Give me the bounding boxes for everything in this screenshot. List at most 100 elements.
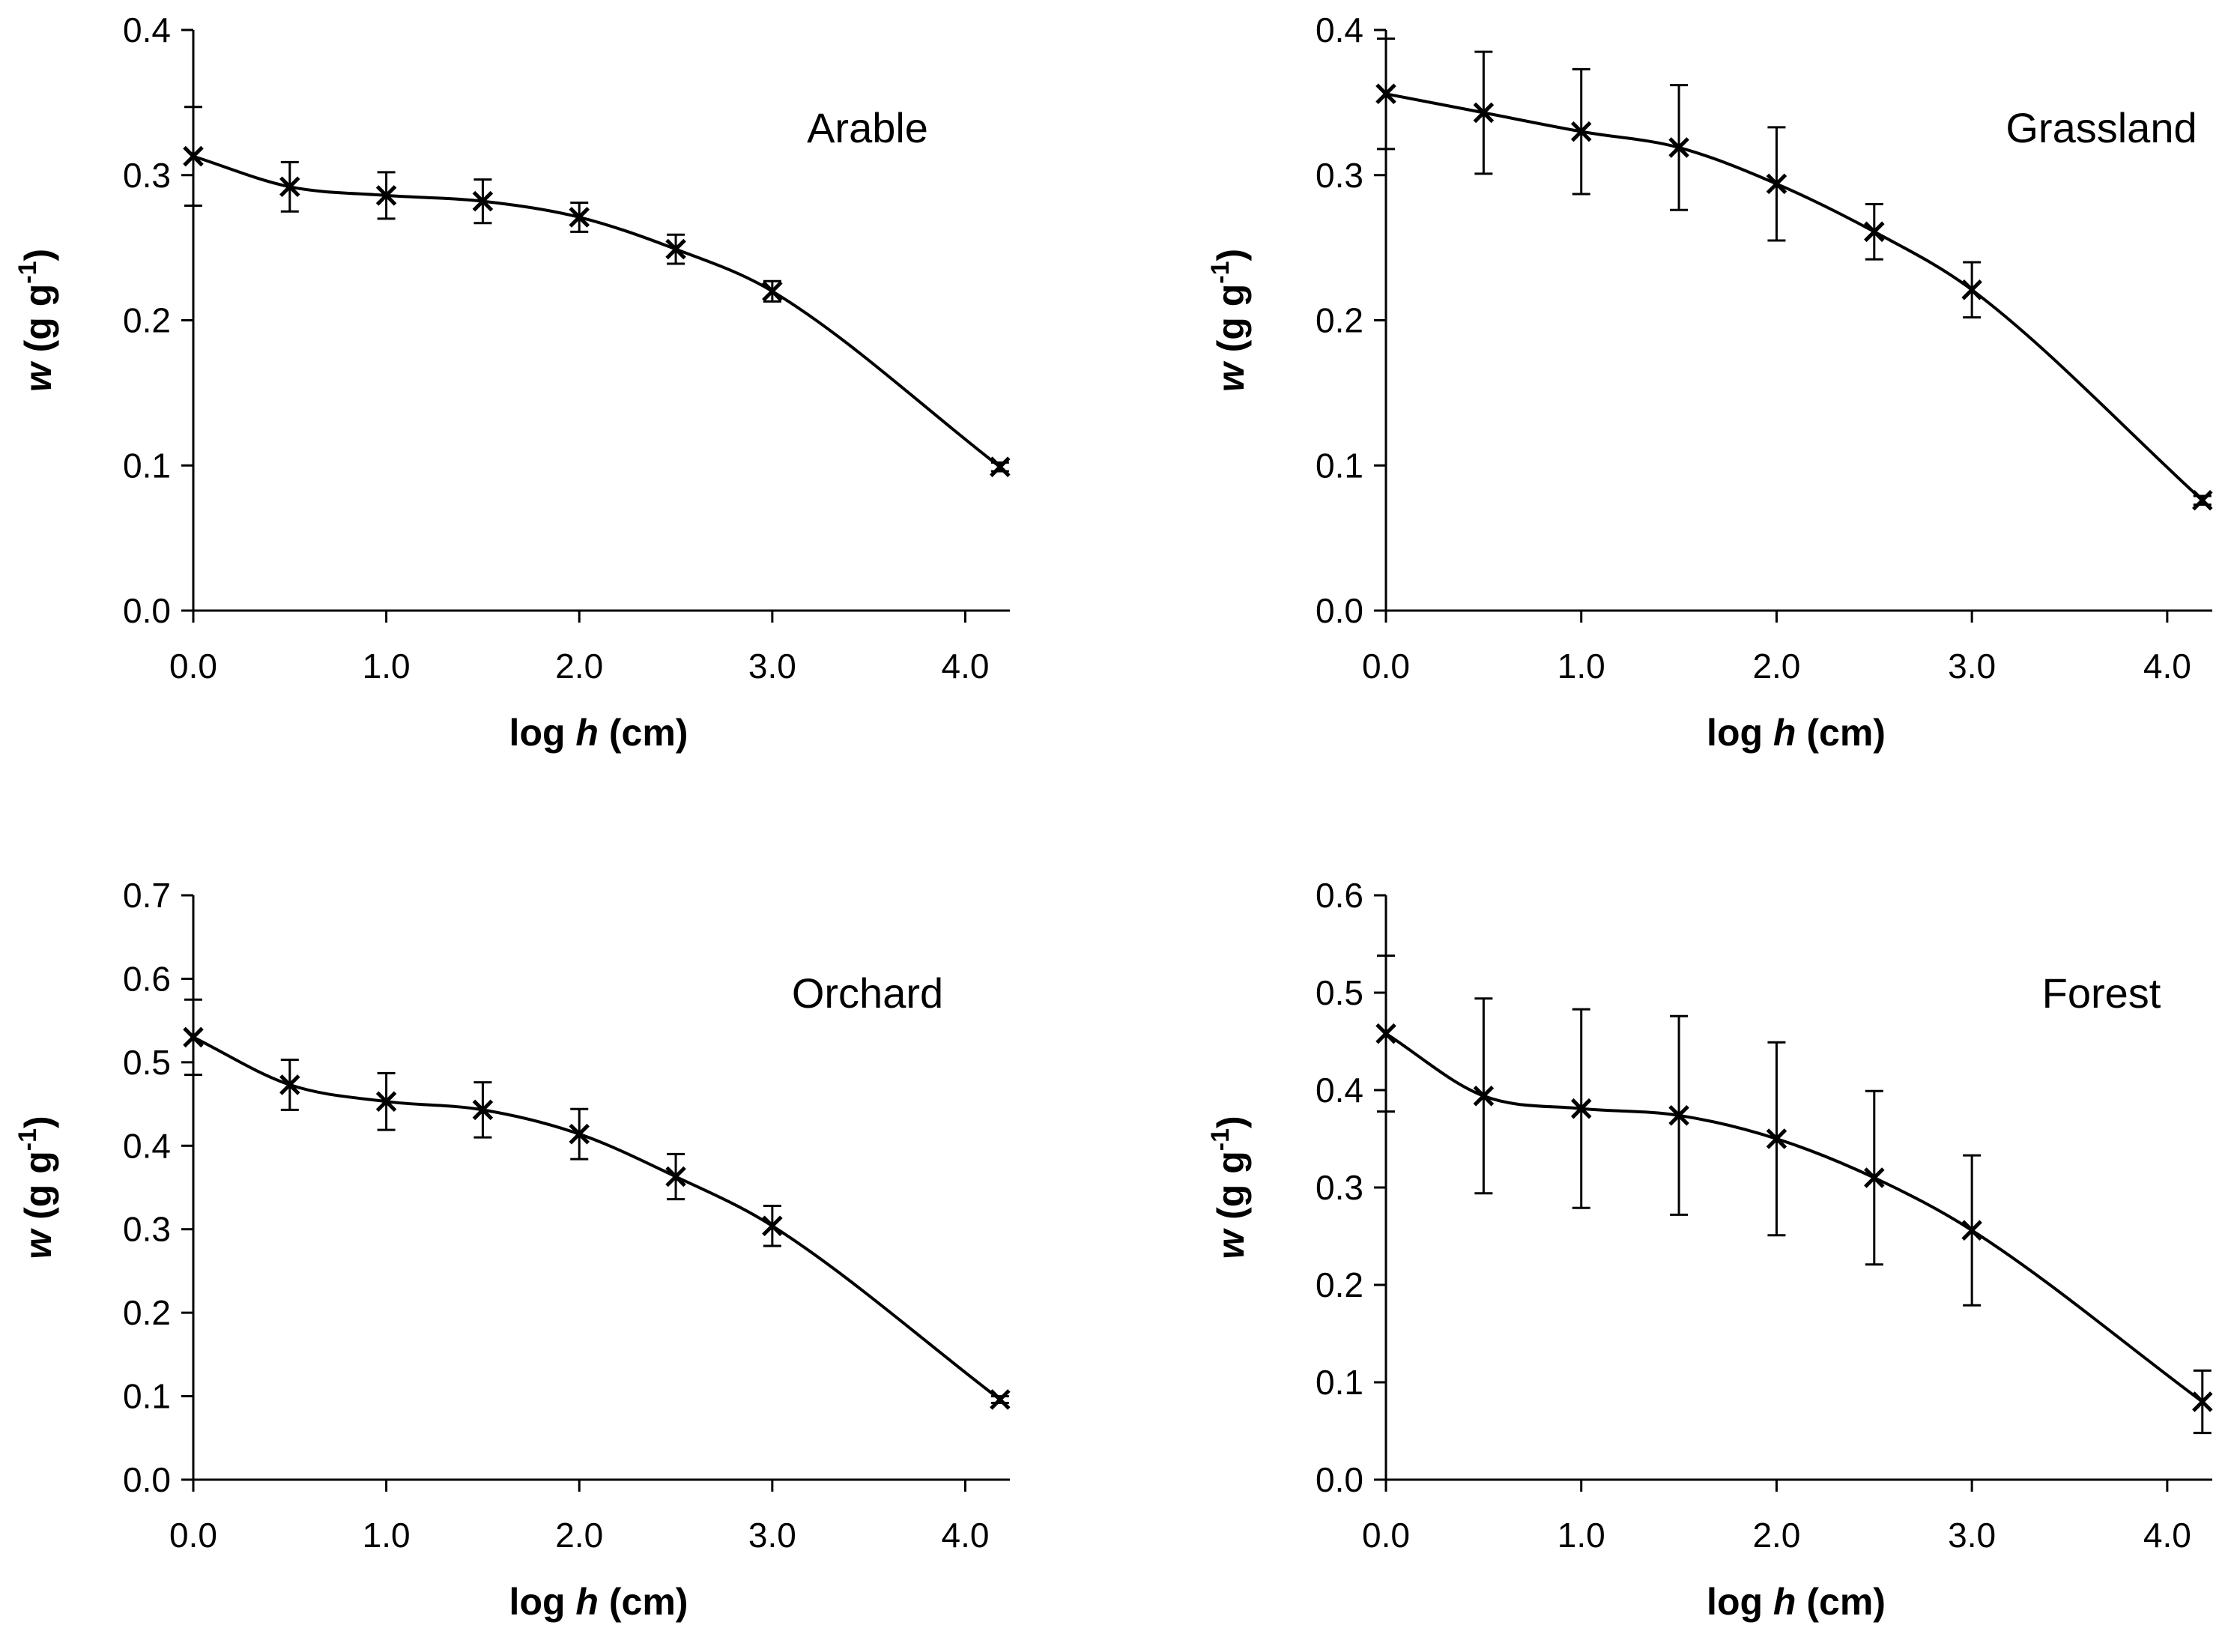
x-axis-title: log h (cm) [509,712,688,754]
data-point-stroke [762,280,783,302]
data-point-stroke [2192,489,2213,511]
data-point-stroke [279,1074,300,1095]
data-point [375,1091,397,1112]
panel-forest: 0.0 0.1 0.2 0.3 0.4 0.5 0.6 0.0 1.0 2.0 3.0 4.0 log … [1206,876,2213,1623]
data-point [665,238,686,260]
data-point-stroke [1961,279,1982,300]
x-tick-label: 1.0 [363,1516,411,1555]
x-axis-title: log h (cm) [1707,712,1886,754]
y-tick-label: 0.2 [123,301,171,340]
data-point [1766,173,1787,195]
data-point [665,1166,686,1187]
y-axis-title: w (g g-1) [1206,249,1252,392]
x-tick-label: 1.0 [1558,1516,1605,1555]
y-tick-label: 0.3 [123,156,171,195]
y-tick-label: 0.5 [123,1043,171,1082]
data-point [1766,1128,1787,1149]
x-tick-label: 1.0 [1558,647,1605,686]
y-tick-label: 0.2 [123,1293,171,1332]
y-tick-label: 0.4 [1316,10,1363,49]
y-tick-label: 0.5 [1316,973,1363,1012]
data-point [1570,121,1592,142]
x-tick-label: 1.0 [363,647,411,686]
fitted-curve [193,1035,1002,1401]
y-axis-title: w (g g-1) [13,249,59,392]
data-point [2192,489,2213,511]
data-point [762,1215,783,1237]
x-tick-label: 3.0 [1948,1516,1996,1555]
data-point-stroke [1961,1220,1982,1241]
data-point-stroke [762,1215,783,1237]
data-point-stroke [1668,1105,1689,1126]
data-point-stroke [665,1166,686,1187]
data-point [2192,1391,2213,1412]
x-tick-label: 4.0 [2143,1516,2191,1555]
panel-arable: 0.0 0.1 0.2 0.3 0.4 0.0 1.0 2.0 3.0 4.0 log h (cm)… [13,10,1011,754]
data-point [569,207,590,228]
data-point-stroke [183,145,204,167]
data-point-stroke [279,176,300,198]
data-point-stroke [1864,221,1885,243]
y-tick-label: 0.7 [123,876,171,915]
data-point-stroke [990,1389,1011,1410]
x-tick-label: 4.0 [941,647,989,686]
y-tick-label: 0.1 [1316,446,1363,485]
x-tick-label: 0.0 [169,1516,217,1555]
data-point-stroke [375,185,397,206]
data-point-stroke [569,207,590,228]
data-point [472,1099,494,1121]
x-tick-label: 2.0 [1752,647,1800,686]
data-point [183,1026,204,1048]
data-point [1961,1220,1982,1241]
data-point-stroke [569,1123,590,1145]
panel-orchard: 0.0 0.1 0.2 0.3 0.4 0.5 0.6 0.7 0.0 1.0 2.0 3.0 4.0 l… [13,876,1011,1623]
x-tick-label: 3.0 [1948,647,1996,686]
panel-grassland: 0.0 0.1 0.2 0.3 0.4 0.0 1.0 2.0 3.0 4.0 log h (cm)… [1206,10,2213,754]
data-point [472,190,494,212]
y-tick-label: 0.2 [1316,1265,1363,1304]
data-point [375,185,397,206]
fitted-curve [1385,92,2204,502]
data-point-stroke [1766,173,1787,195]
data-point [990,456,1011,477]
data-point [1864,221,1885,243]
y-tick-label: 0.4 [123,1126,171,1165]
data-point-stroke [183,1026,204,1048]
data-point [762,280,783,302]
data-point-stroke [990,456,1011,477]
data-point [1473,1086,1495,1107]
y-tick-label: 0.1 [123,1377,171,1416]
x-axis-title: log h (cm) [1707,1581,1886,1623]
x-tick-label: 0.0 [1362,1516,1410,1555]
y-tick-label: 0.1 [123,446,171,485]
y-tick-label: 0.1 [1316,1363,1363,1402]
y-axis-title: w (g g-1) [1206,1116,1252,1259]
y-tick-label: 0.2 [1316,301,1363,340]
y-tick-label: 0.0 [1316,591,1363,630]
panel-label: Grassland [2006,104,2197,151]
x-tick-label: 4.0 [941,1516,989,1555]
data-point [1668,1105,1689,1126]
data-point [1961,279,1982,300]
data-point [1570,1098,1592,1119]
data-point-stroke [472,1099,494,1121]
data-point-stroke [375,1091,397,1112]
y-tick-label: 0.3 [123,1210,171,1249]
y-tick-label: 0.0 [123,591,171,630]
data-point-stroke [1766,1128,1787,1149]
y-tick-label: 0.6 [1316,876,1363,915]
y-tick-label: 0.0 [123,1460,171,1499]
y-tick-label: 0.3 [1316,1168,1363,1207]
fitted-curve [193,154,1002,468]
x-tick-label: 3.0 [748,1516,796,1555]
data-point-stroke [1473,1086,1495,1107]
data-point-stroke [1864,1167,1885,1188]
data-point [1864,1167,1885,1188]
data-point-stroke [1668,137,1689,158]
data-point [183,145,204,167]
fitted-curve [1384,1032,2203,1403]
data-point-stroke [1375,83,1396,105]
data-point-stroke [1570,121,1592,142]
y-tick-label: 0.4 [123,10,171,49]
